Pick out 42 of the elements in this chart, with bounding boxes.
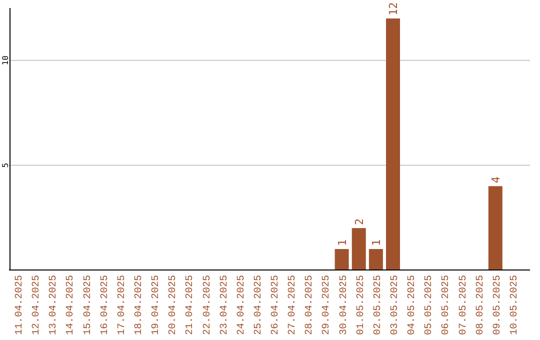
x-tick-label: 10.05.2025 bbox=[509, 275, 520, 336]
bar bbox=[352, 228, 366, 270]
y-tick-label: 10 bbox=[1, 55, 10, 66]
x-tick-label: 21.04.2025 bbox=[185, 275, 196, 336]
x-tick-label: 25.04.2025 bbox=[253, 275, 264, 336]
x-tick-label: 26.04.2025 bbox=[270, 275, 282, 336]
bar bbox=[386, 18, 400, 270]
x-tick-label: 24.04.2025 bbox=[236, 275, 248, 336]
x-tick-label: 28.04.2025 bbox=[304, 275, 316, 336]
x-tick-label: 22.04.2025 bbox=[202, 275, 214, 336]
x-tick-label: 07.05.2025 bbox=[458, 275, 470, 336]
x-tick-label: 13.04.2025 bbox=[48, 275, 60, 336]
x-tick-label: 02.05.2025 bbox=[372, 275, 384, 336]
x-tick-label: 09.05.2025 bbox=[492, 275, 504, 336]
x-tick-label: 15.04.2025 bbox=[82, 275, 94, 336]
x-tick-label: 20.04.2025 bbox=[168, 275, 180, 336]
x-tick-label: 12.04.2025 bbox=[32, 275, 43, 336]
x-tick-label: 11.04.2025 bbox=[14, 275, 26, 336]
x-tick-label: 17.04.2025 bbox=[116, 275, 128, 336]
y-tick-label: 5 bbox=[1, 162, 10, 168]
bar bbox=[334, 249, 349, 270]
x-tick-label: 27.04.2025 bbox=[288, 275, 299, 336]
x-tick-label: 16.04.2025 bbox=[100, 275, 111, 336]
x-tick-label: 06.05.2025 bbox=[441, 275, 452, 336]
x-tick-label: 29.04.2025 bbox=[322, 275, 333, 336]
data-label: 2 bbox=[352, 218, 366, 226]
data-label: 1 bbox=[370, 239, 383, 246]
bar bbox=[488, 186, 502, 270]
data-label: 12 bbox=[387, 2, 400, 16]
data-label: 1 bbox=[336, 239, 349, 246]
x-tick-label: 05.05.2025 bbox=[424, 275, 436, 336]
x-tick-label: 14.04.2025 bbox=[66, 275, 77, 336]
x-tick-label: 08.05.2025 bbox=[475, 275, 486, 336]
x-tick-label: 23.04.2025 bbox=[219, 275, 230, 336]
data-label: 4 bbox=[489, 176, 502, 184]
x-tick-label: 19.04.2025 bbox=[151, 275, 162, 336]
x-tick-label: 18.04.2025 bbox=[134, 275, 145, 336]
x-tick-label: 03.05.2025 bbox=[390, 275, 401, 336]
x-tick-label: 01.05.2025 bbox=[356, 275, 367, 336]
x-tick-label: 30.04.2025 bbox=[338, 275, 350, 336]
x-tick-label: 04.05.2025 bbox=[407, 275, 418, 336]
bar bbox=[368, 249, 383, 270]
